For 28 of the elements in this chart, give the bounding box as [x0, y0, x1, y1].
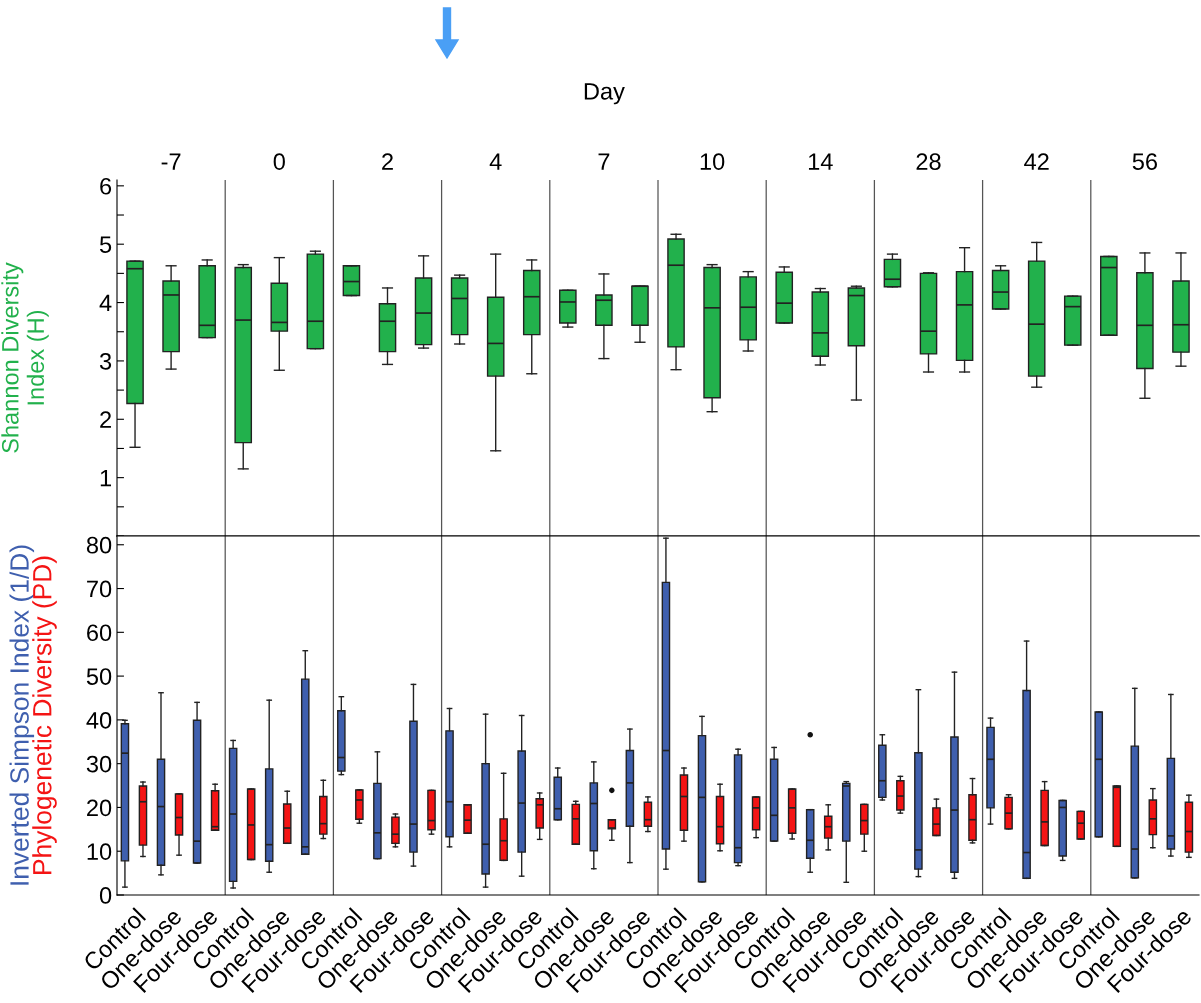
y-tick-label: 1 [100, 469, 111, 487]
y-tick-label: 70 [87, 580, 112, 598]
y-tick-label: 50 [86, 668, 112, 685]
chart-title: Day [584, 83, 625, 105]
text: 4 [489, 153, 502, 170]
text: 7 [598, 153, 610, 170]
text: 0 [273, 153, 285, 170]
y-tick-label: 4 [99, 294, 112, 312]
y-tick-label: 40 [86, 711, 112, 729]
y-tick-label: 30 [86, 755, 112, 773]
text: 56 [1132, 153, 1157, 170]
y-tick-label: 0 [99, 887, 112, 904]
text: 2 [382, 153, 393, 170]
text: -7 [161, 153, 181, 170]
y-tick-label: 80 [86, 536, 112, 554]
y-tick-label: 60 [87, 624, 112, 642]
y-tick-label: 10 [87, 843, 112, 861]
y-tick-label: 5 [99, 236, 112, 253]
y-tick-label: 6 [100, 177, 112, 195]
text: 28 [916, 153, 941, 170]
text: 42 [1024, 153, 1049, 170]
text: 10 [700, 153, 725, 170]
y-tick-label: 20 [87, 799, 112, 817]
text: Shannon Diversity Index (H) [1, 262, 49, 453]
text: Phylogenetic Diversity (PD) [32, 556, 57, 874]
y-tick-label: 2 [100, 411, 111, 428]
y-tick-label: 3 [99, 352, 112, 370]
text: 14 [808, 153, 833, 170]
